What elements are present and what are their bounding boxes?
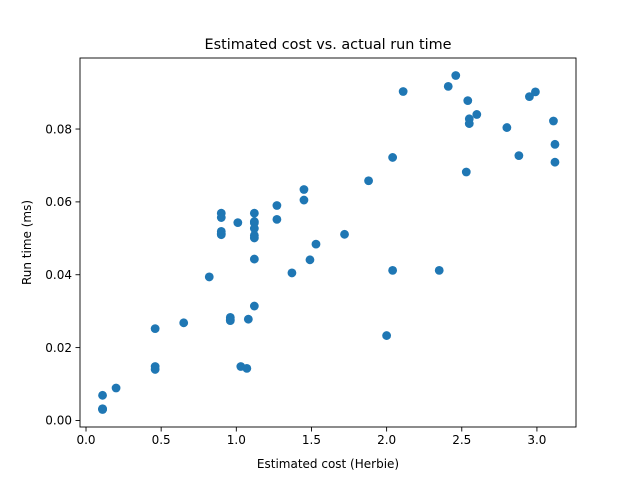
data-point (472, 110, 482, 119)
data-point (464, 119, 474, 128)
y-axis-label: Run time (ms) (20, 200, 34, 285)
data-point (463, 96, 473, 106)
y-tick-label: 0.02 (45, 341, 72, 355)
x-tick-label: 2.0 (377, 433, 396, 447)
data-point (233, 218, 243, 228)
data-point (216, 213, 226, 222)
data-point (525, 92, 534, 102)
data-point (443, 82, 453, 91)
y-tick-label: 0.00 (45, 414, 72, 428)
x-tick-label: 3.0 (527, 433, 546, 447)
data-point (311, 239, 321, 249)
data-point (98, 404, 107, 414)
data-point (272, 214, 282, 224)
data-point (249, 254, 259, 264)
data-point (388, 153, 398, 162)
data-point (299, 185, 309, 194)
x-tick-label: 0.0 (76, 433, 95, 447)
plot-area-frame (79, 57, 577, 428)
chart-title: Estimated cost vs. actual run time (205, 37, 452, 53)
data-point (249, 233, 259, 243)
data-point (398, 87, 408, 96)
data-point (111, 383, 121, 393)
data-point (434, 265, 444, 275)
data-point (249, 208, 259, 218)
data-point (272, 201, 282, 210)
data-point (249, 224, 259, 233)
data-point (216, 229, 226, 238)
data-point (451, 71, 461, 80)
data-point (249, 301, 259, 311)
x-tick-label: 1.5 (302, 433, 321, 447)
data-point (287, 268, 297, 278)
y-axis: 0.00 0.02 0.04 0.06 0.08 (45, 122, 80, 428)
data-point (305, 255, 315, 265)
data-point (299, 195, 309, 205)
x-axis-label: Estimated cost (Herbie) (257, 457, 399, 471)
data-point (98, 390, 107, 400)
data-point (225, 316, 235, 326)
data-point (461, 167, 471, 177)
data-point (150, 365, 160, 374)
data-point (550, 157, 560, 167)
x-axis: 0.0 0.5 1.0 1.5 2.0 2.5 3.0 (76, 427, 546, 447)
data-point (550, 139, 560, 149)
data-point (242, 363, 252, 373)
data-point (340, 229, 349, 239)
y-tick-label: 0.08 (45, 122, 72, 136)
data-point (179, 318, 189, 328)
data-point (531, 87, 540, 97)
x-tick-label: 1.0 (227, 433, 246, 447)
y-tick-label: 0.04 (45, 268, 72, 282)
data-point (549, 116, 558, 126)
x-tick-label: 2.5 (452, 433, 471, 447)
x-tick-label: 0.5 (152, 433, 171, 447)
data-points (98, 71, 560, 414)
data-point (364, 176, 373, 186)
data-point (243, 314, 253, 324)
data-point (514, 151, 524, 161)
y-tick-label: 0.06 (45, 195, 72, 209)
data-point (382, 331, 392, 340)
data-point (502, 123, 512, 132)
data-point (204, 272, 214, 282)
data-point (150, 324, 160, 334)
data-point (388, 265, 398, 275)
